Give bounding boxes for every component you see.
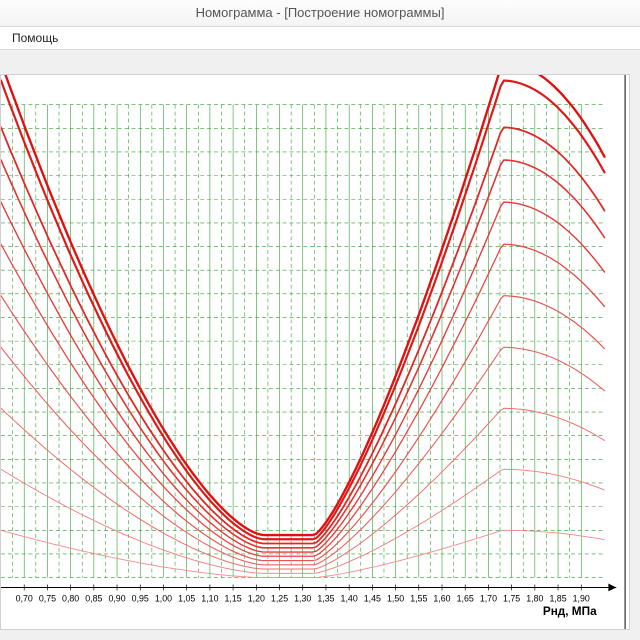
svg-text:1,45: 1,45 (364, 593, 381, 603)
svg-text:1,50: 1,50 (387, 593, 404, 603)
svg-text:1,15: 1,15 (225, 593, 242, 603)
svg-text:1,80: 1,80 (526, 593, 543, 603)
chart-frame: 0,70 0,75 0,80 0,85 0,90 0,95 1,00 1,05 1,10 1,15… (0, 74, 630, 630)
svg-text:1,75: 1,75 (503, 593, 520, 603)
menu-help[interactable]: Помощь (6, 29, 64, 47)
svg-text:1,10: 1,10 (201, 593, 218, 603)
svg-text:0,75: 0,75 (39, 593, 56, 603)
svg-text:1,55: 1,55 (410, 593, 427, 603)
svg-text:1,40: 1,40 (341, 593, 358, 603)
svg-text:1,60: 1,60 (433, 593, 450, 603)
window-title: Номограмма - [Построение номограммы] (196, 5, 445, 20)
svg-text:1,90: 1,90 (573, 593, 590, 603)
svg-text:1,00: 1,00 (155, 593, 172, 603)
svg-text:Pнд, МПа: Pнд, МПа (543, 604, 597, 618)
window-titlebar: Номограмма - [Построение номограммы] (0, 0, 640, 27)
svg-text:0,70: 0,70 (16, 593, 33, 603)
svg-text:1,70: 1,70 (480, 593, 497, 603)
svg-text:0,90: 0,90 (108, 593, 125, 603)
svg-text:1,65: 1,65 (457, 593, 474, 603)
svg-text:1,20: 1,20 (248, 593, 265, 603)
svg-text:1,30: 1,30 (294, 593, 311, 603)
svg-text:1,85: 1,85 (549, 593, 566, 603)
svg-text:1,35: 1,35 (317, 593, 334, 603)
svg-text:0,95: 0,95 (132, 593, 149, 603)
client-area: 0,70 0,75 0,80 0,85 0,90 0,95 1,00 1,05 1,10 1,15… (0, 50, 640, 640)
svg-text:0,80: 0,80 (62, 593, 79, 603)
svg-text:1,25: 1,25 (271, 593, 288, 603)
svg-text:1,05: 1,05 (178, 593, 195, 603)
menubar[interactable]: Помощь (0, 27, 640, 50)
nomogram-chart: 0,70 0,75 0,80 0,85 0,90 0,95 1,00 1,05 1,10 1,15… (1, 75, 629, 629)
app-window: Номограмма - [Построение номограммы] Пом… (0, 0, 640, 640)
svg-text:0,85: 0,85 (85, 593, 102, 603)
